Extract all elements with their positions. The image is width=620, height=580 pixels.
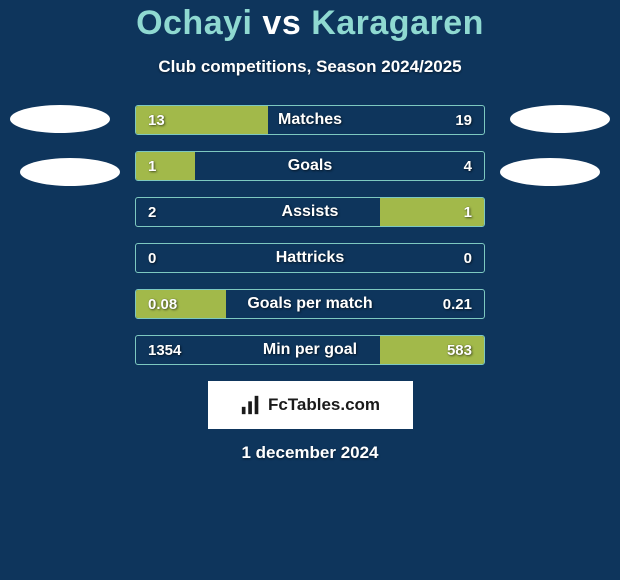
stat-label: Hattricks <box>136 244 484 272</box>
comparison-body: 13Matches191Goals42Assists10Hattricks00.… <box>0 105 620 365</box>
stat-bar: 13Matches19 <box>135 105 485 135</box>
stat-label: Goals <box>136 152 484 180</box>
stats-bars: 13Matches191Goals42Assists10Hattricks00.… <box>135 105 485 365</box>
brand-box: FcTables.com <box>208 381 413 429</box>
stat-bar: 1Goals4 <box>135 151 485 181</box>
brand-name: FcTables.com <box>268 395 380 415</box>
player2-name: Karagaren <box>311 4 484 42</box>
page-title: Ochayi vs Karagaren <box>0 4 620 43</box>
stat-value-right: 1 <box>464 198 472 226</box>
stat-bar: 1354Min per goal583 <box>135 335 485 365</box>
player1-badge-top <box>10 105 110 133</box>
date-label: 1 december 2024 <box>0 443 620 463</box>
stat-bar: 2Assists1 <box>135 197 485 227</box>
player1-badge-bottom <box>20 158 120 186</box>
comparison-card: Ochayi vs Karagaren Club competitions, S… <box>0 0 620 580</box>
stat-bar: 0Hattricks0 <box>135 243 485 273</box>
stat-label: Min per goal <box>136 336 484 364</box>
brand-logo-icon <box>240 394 262 416</box>
stat-label: Matches <box>136 106 484 134</box>
stat-value-right: 0.21 <box>443 290 472 318</box>
subtitle: Club competitions, Season 2024/2025 <box>0 57 620 77</box>
player2-badge-top <box>510 105 610 133</box>
stat-bar: 0.08Goals per match0.21 <box>135 289 485 319</box>
vs-text: vs <box>262 4 301 42</box>
stat-label: Assists <box>136 198 484 226</box>
player2-badge-bottom <box>500 158 600 186</box>
player1-name: Ochayi <box>136 4 252 42</box>
stat-value-right: 19 <box>455 106 472 134</box>
stat-value-right: 583 <box>447 336 472 364</box>
stat-value-right: 0 <box>464 244 472 272</box>
stat-label: Goals per match <box>136 290 484 318</box>
stat-value-right: 4 <box>464 152 472 180</box>
